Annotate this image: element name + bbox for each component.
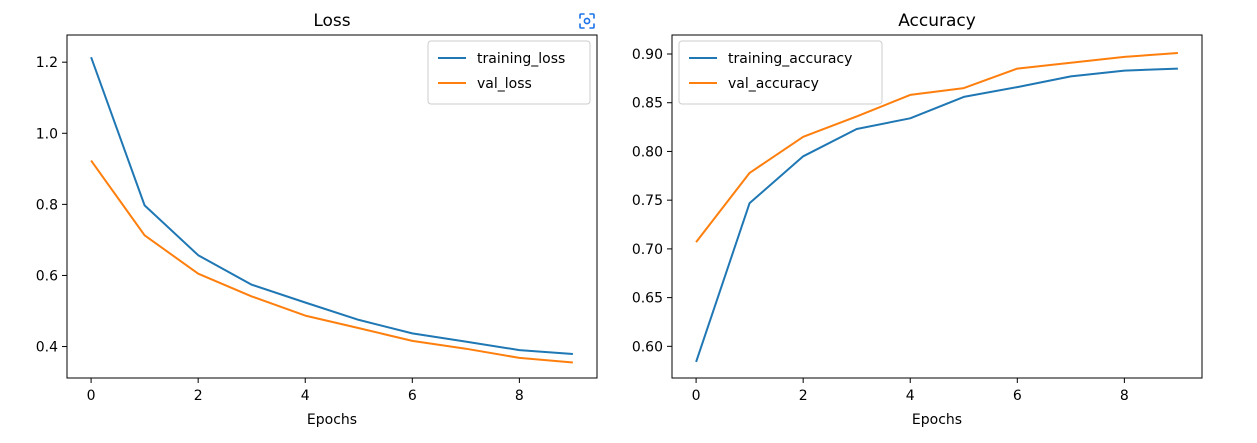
legend-box [427, 40, 591, 105]
legend-label: training_accuracy [728, 51, 852, 67]
y-tick-label: 0.70 [632, 242, 663, 258]
x-tick-label: 0 [87, 388, 96, 404]
legend-label: training_loss [477, 51, 565, 67]
chart-1: Accuracy Epochs 0 2 4 6 8 0.60 0.65 0.70 0.75 0.80 0… [632, 11, 1203, 428]
y-tick-label: 0.85 [632, 96, 663, 112]
chart-title: Loss [313, 11, 350, 31]
y-tick-label: 0.4 [36, 340, 58, 356]
x-axis-label: Epochs [912, 412, 962, 428]
y-tick-label: 0.6 [36, 268, 58, 284]
y-tick-label: 0.60 [632, 339, 663, 355]
legend-box [678, 40, 883, 105]
y-tick-label: 0.65 [632, 291, 663, 307]
y-tick-label: 1.2 [36, 55, 58, 71]
series-line-training_loss [90, 56, 573, 355]
legend-label: val_loss [477, 76, 532, 92]
x-tick-label: 8 [515, 388, 524, 404]
x-tick-label: 2 [799, 388, 808, 404]
legend: training_loss val_loss [427, 40, 591, 105]
x-tick-label: 0 [692, 388, 701, 404]
x-axis-label: Epochs [307, 412, 357, 428]
chart-0: Loss Epochs 0 2 4 6 8 0.4 0.6 0.8 1.0 1.2 training_l… [36, 11, 598, 428]
chart-title: Accuracy [898, 11, 976, 31]
legend-label: val_accuracy [728, 76, 819, 92]
x-tick-label: 6 [1013, 388, 1022, 404]
x-tick-label: 6 [408, 388, 417, 404]
y-tick-label: 0.80 [632, 144, 663, 160]
legend: training_accuracy val_accuracy [678, 40, 883, 105]
y-tick-label: 0.75 [632, 193, 663, 209]
plot-frame [671, 34, 1203, 379]
series-line-training_accuracy [695, 67, 1178, 363]
x-tick-label: 4 [301, 388, 310, 404]
x-tick-label: 8 [1120, 388, 1129, 404]
y-tick-label: 0.8 [36, 197, 58, 213]
plot-frame [66, 34, 598, 379]
series-line-val_accuracy [695, 52, 1178, 243]
x-tick-label: 2 [194, 388, 203, 404]
series-line-val_loss [90, 160, 573, 364]
y-tick-label: 0.90 [632, 47, 663, 63]
focus-scan-icon[interactable] [578, 12, 596, 30]
y-tick-label: 1.0 [36, 126, 58, 142]
x-tick-label: 4 [906, 388, 915, 404]
